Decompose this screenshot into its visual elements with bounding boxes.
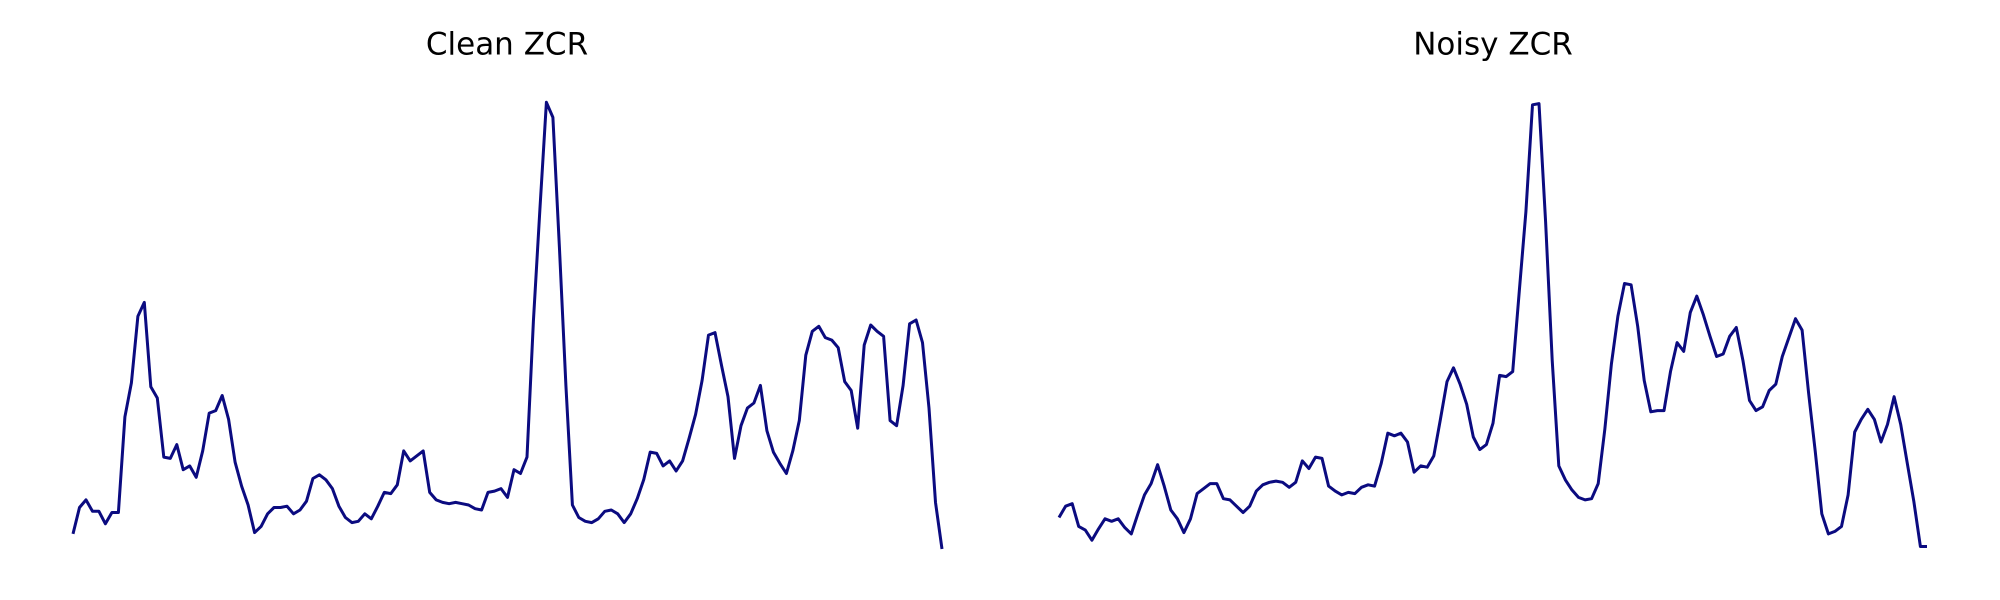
chart-title: Noisy ZCR bbox=[1413, 27, 1573, 63]
line-series bbox=[71, 100, 944, 550]
line-series bbox=[1057, 102, 1927, 548]
chart-title: Clean ZCR bbox=[426, 27, 588, 63]
